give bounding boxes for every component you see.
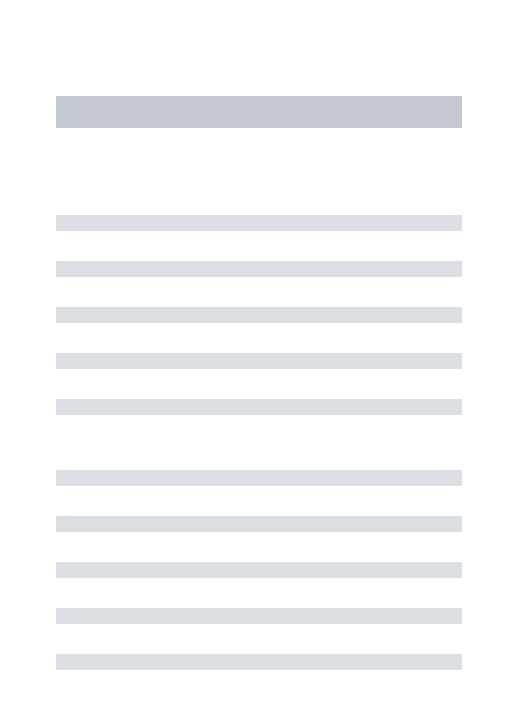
skeleton-line [56,516,462,532]
skeleton-line [56,261,462,277]
skeleton-line [56,562,462,578]
skeleton-line [56,215,462,231]
skeleton-line [56,307,462,323]
skeleton-line [56,608,462,624]
skeleton-line [56,654,462,670]
skeleton-line [56,470,462,486]
header-placeholder-bar [56,96,462,128]
skeleton-line [56,353,462,369]
skeleton-line [56,399,462,415]
